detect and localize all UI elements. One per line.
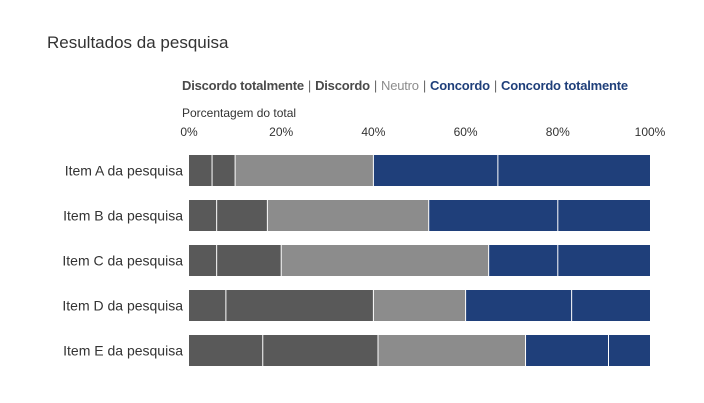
legend-item-discordo: Discordo (315, 78, 370, 93)
x-tick-label: 60% (454, 125, 478, 139)
bar-segment (373, 155, 498, 186)
bar-segment (216, 245, 282, 276)
x-tick-label: 100% (635, 125, 666, 139)
legend: Discordo totalmente | Discordo | Neutro | Conc… (182, 78, 628, 93)
bar-segment (216, 200, 268, 231)
x-tick-label: 80% (546, 125, 570, 139)
bar-segment (189, 155, 213, 186)
x-tick-label: 0% (180, 125, 198, 139)
bar-segment (225, 290, 374, 321)
category-label: Item B da pesquisa (63, 208, 183, 224)
bar-segment (189, 245, 217, 276)
legend-item-concordo: Concordo (430, 78, 490, 93)
bar-segment (488, 245, 558, 276)
bar-segment (373, 290, 466, 321)
chart-title: Resultados da pesquisa (47, 33, 229, 52)
category-label: Item D da pesquisa (62, 298, 183, 314)
legend-separator: | (373, 78, 378, 93)
bar-segment (428, 200, 558, 231)
bar-segment (189, 335, 263, 366)
bar-segment (557, 245, 650, 276)
bar-segment (465, 290, 572, 321)
bar-segment (281, 245, 489, 276)
category-label: Item C da pesquisa (62, 253, 183, 269)
category-label: Item A da pesquisa (65, 163, 184, 179)
legend-separator: | (422, 78, 427, 93)
bar-segment (378, 335, 526, 366)
legend-item-discordo-totalmente: Discordo totalmente (182, 78, 304, 93)
bar-segment (608, 335, 650, 366)
legend-item-neutro: Neutro (381, 78, 419, 93)
legend-item-concordo-totalmente: Concordo totalmente (501, 78, 628, 93)
x-tick-label: 20% (269, 125, 293, 139)
bar-segment (235, 155, 374, 186)
bar-segment (525, 335, 609, 366)
bar-segment (262, 335, 379, 366)
category-label: Item E da pesquisa (63, 343, 183, 359)
bar-segment (557, 200, 650, 231)
bar-segment (189, 290, 226, 321)
bar-segment (212, 155, 236, 186)
bar-segment (267, 200, 429, 231)
legend-separator: | (307, 78, 312, 93)
x-axis-title: Porcentagem do total (182, 106, 297, 120)
bar-segment (571, 290, 650, 321)
x-tick-label: 40% (361, 125, 385, 139)
legend-separator: | (493, 78, 498, 93)
bar-segment (189, 200, 217, 231)
bar-segment (497, 155, 650, 186)
